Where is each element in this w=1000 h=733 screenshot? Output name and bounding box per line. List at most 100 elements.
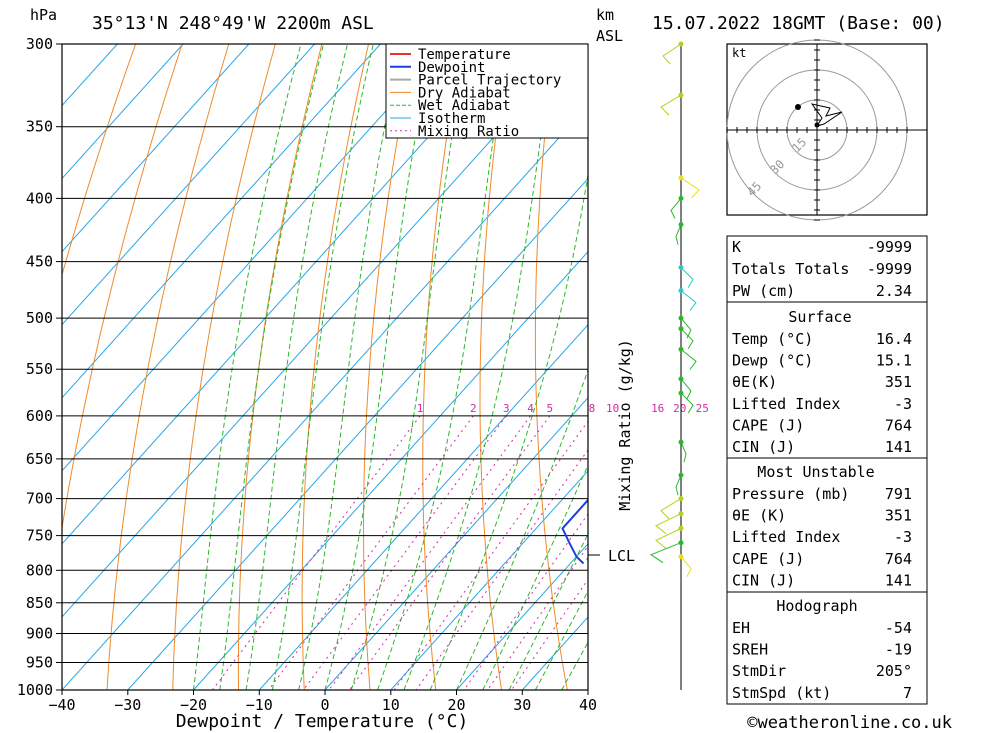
y-tick-label: 800	[26, 561, 53, 579]
unstable-row-label: Pressure (mb)	[732, 485, 849, 503]
isotherm-line	[193, 250, 588, 690]
indices-row-value: -9999	[867, 260, 912, 278]
wet-adiabat-line	[350, 44, 469, 690]
y-tick-label: 450	[26, 253, 53, 271]
wet-adiabat-line	[193, 44, 302, 690]
hodograph-table-row-value: -54	[885, 619, 912, 637]
surface-row-value: 15.1	[876, 352, 912, 370]
hodograph-unit: kt	[732, 46, 746, 60]
unstable-row-label: CIN (J)	[732, 571, 795, 589]
legend-entry: Wet Adiabat	[418, 98, 511, 114]
y-tick-label: 400	[26, 189, 53, 207]
dry-adiabat-line	[974, 44, 1000, 690]
wet-adiabat-line	[245, 44, 348, 690]
unstable-row-value: 141	[885, 571, 912, 589]
dry-adiabat-line	[62, 44, 137, 277]
hodograph-trace	[810, 103, 843, 127]
y-tick-label: 650	[26, 450, 53, 468]
isotherm-line	[62, 44, 315, 326]
y-tick-label: 550	[26, 360, 53, 378]
location-title: 35°13'N 248°49'W 2200m ASL	[92, 13, 374, 34]
x-tick-label: −30	[114, 696, 141, 714]
isotherm-line	[390, 470, 588, 690]
surface-row-value: 141	[885, 438, 912, 456]
mixing-ratio-label: 5	[546, 402, 553, 415]
surface-row-label: CIN (J)	[732, 438, 795, 456]
surface-title: Surface	[788, 308, 851, 326]
wind-barb	[680, 378, 692, 400]
mixing-ratio-label: 20	[673, 402, 686, 415]
wind-barb	[670, 198, 682, 219]
stability-tables: K -9999 Totals Totals -9999 PW (cm) 2.34 Surfa…	[726, 235, 928, 705]
legend-entry: Dewpoint	[418, 60, 485, 76]
hodograph-table-row-label: StmDir	[732, 662, 786, 680]
temperature-axis: −40 −30 −20 −10 0 10 20 30 40	[48, 690, 597, 714]
indices-row-label: Totals Totals	[732, 260, 849, 278]
isotherm-line	[62, 44, 184, 180]
unstable-row-label: CAPE (J)	[732, 550, 804, 568]
indices-row-value: 2.34	[876, 282, 912, 300]
wet-adiabat-line	[508, 532, 588, 690]
wind-barb-column	[649, 41, 700, 690]
isotherm-line	[62, 44, 578, 618]
mixing-ratio-line	[415, 449, 588, 690]
wind-barb	[680, 556, 692, 577]
y-tick-label: 300	[26, 35, 53, 53]
y-tick-label: 500	[26, 309, 53, 327]
y-tick-label: 600	[26, 407, 53, 425]
pressure-axis: 300 350 400 450 500 550 600 650 700 750 800 850 900 9…	[17, 35, 62, 699]
legend-entry: Mixing Ratio	[418, 124, 519, 140]
unstable-row-value: 351	[885, 507, 912, 525]
legend-entry: Parcel Trajectory	[418, 73, 561, 89]
datetime-title: 15.07.2022 18GMT (Base: 00)	[652, 13, 945, 34]
y-tick-label: 1000	[17, 681, 53, 699]
indices-row-label: PW (cm)	[732, 282, 795, 300]
x-tick-label: −20	[180, 696, 207, 714]
hodograph-box	[726, 591, 928, 705]
wet-adiabat-line	[534, 590, 588, 690]
wet-adiabat-line	[456, 368, 588, 690]
hodograph-table-row-label: EH	[732, 619, 750, 637]
unstable-row-label: Lifted Index	[732, 528, 840, 546]
isotherm-line	[258, 323, 588, 690]
unstable-row-value: 791	[885, 485, 912, 503]
mixing-ratio-line	[302, 415, 507, 690]
asl-unit-label: ASL	[596, 27, 623, 45]
unstable-box	[726, 457, 928, 593]
hodograph-storm-motion	[795, 104, 801, 110]
x-axis-label: Dewpoint / Temperature (°C)	[176, 711, 469, 732]
mixing-ratio-line	[511, 578, 588, 690]
indices-row-value: -9999	[867, 238, 912, 256]
mixing-ratio-label: 16	[651, 402, 664, 415]
wind-barb	[662, 43, 682, 65]
isotherm-line	[62, 104, 588, 690]
dry-adiabat-line	[641, 44, 699, 690]
x-tick-label: 30	[513, 696, 531, 714]
wind-barb	[660, 498, 682, 519]
unstable-row-value: 764	[885, 550, 912, 568]
hodograph-table-row-label: SREH	[732, 641, 768, 659]
hodograph: kt 15 30 45	[726, 39, 928, 221]
surface-row-label: Lifted Index	[732, 395, 840, 413]
mixing-ratio-label: 4	[527, 402, 534, 415]
surface-row-label: Temp (°C)	[732, 330, 813, 348]
y-tick-label: 950	[26, 654, 53, 672]
mixing-ratio-line	[487, 545, 588, 690]
surface-row-label: CAPE (J)	[732, 416, 804, 434]
dry-adiabat-line	[928, 44, 1000, 690]
wind-barb	[655, 513, 682, 535]
surface-row-label: Dewp (°C)	[732, 352, 813, 370]
mixing-ratio-label: 3	[503, 402, 510, 415]
isotherm-line	[62, 44, 118, 107]
y-tick-label: 750	[26, 527, 53, 545]
mixing-ratio-label: 25	[696, 402, 709, 415]
x-tick-label: 10	[382, 696, 400, 714]
unstable-row-value: -3	[894, 528, 912, 546]
wind-barb	[680, 290, 697, 311]
isotherm-line	[127, 177, 588, 690]
mixing-ratio-labels: 1 2 3 4 5 8 10 16 20 25	[417, 402, 709, 415]
legend-entry: Isotherm	[418, 111, 485, 127]
surface-row-value: -3	[894, 395, 912, 413]
lcl-label: LCL	[608, 547, 635, 565]
